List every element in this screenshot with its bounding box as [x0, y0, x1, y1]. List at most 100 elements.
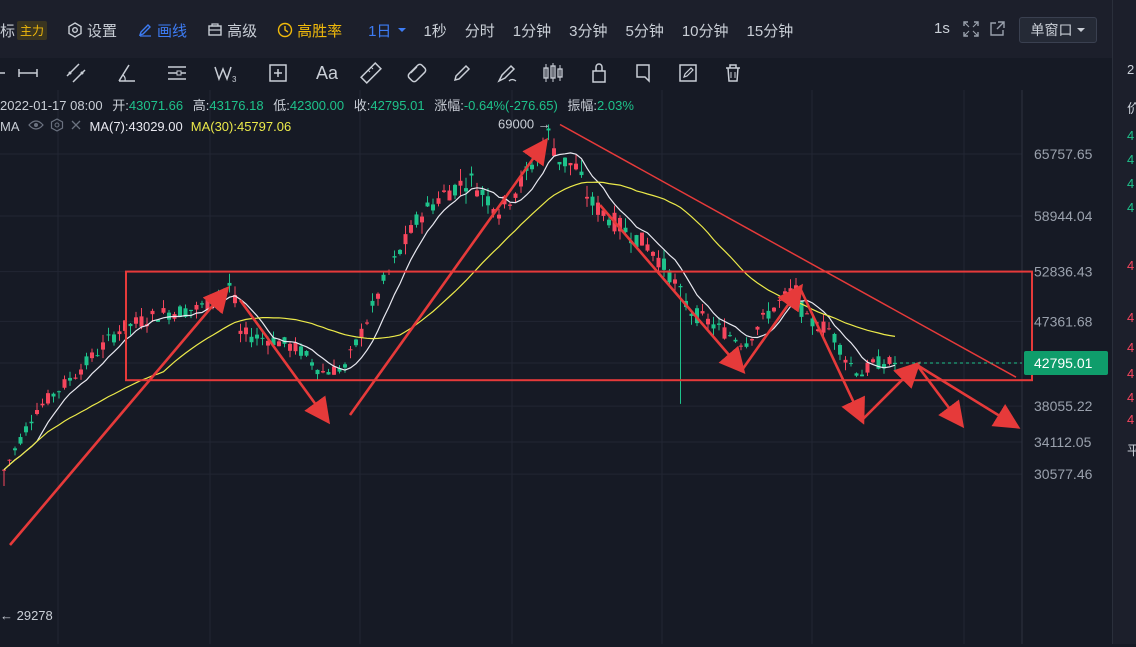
winrate-button[interactable]: 高胜率: [277, 20, 342, 41]
interval-tab-7[interactable]: 15分钟: [746, 22, 794, 40]
ma-settings-icon[interactable]: [50, 118, 64, 135]
candle: [508, 204, 512, 206]
measure-icon[interactable]: [15, 60, 41, 86]
candle: [233, 294, 237, 304]
top-toolbar: 标 主力 设置 画线 高级 高胜率 1日 1秒 分时 1分钟 3分钟 5分钟 10分钟 15分…: [0, 0, 1112, 59]
lock-icon[interactable]: [586, 60, 612, 86]
candle: [277, 341, 281, 347]
brush-icon[interactable]: [494, 60, 520, 86]
advanced-label: 高级: [227, 22, 258, 40]
wave-icon[interactable]: 3: [214, 60, 240, 86]
settings-button[interactable]: 设置: [67, 20, 117, 41]
close-label: 收:: [353, 98, 371, 113]
candle: [150, 310, 155, 315]
eraser-icon[interactable]: [404, 60, 430, 86]
candle: [739, 345, 743, 347]
candle: [266, 340, 270, 346]
candle: [7, 459, 12, 461]
high-marker: 69000 →: [498, 116, 551, 131]
candle: [458, 180, 463, 186]
arrow-annotation: [599, 204, 746, 374]
candle: [634, 235, 639, 248]
candle: [35, 410, 39, 415]
current-price-label: 42795.01: [1034, 355, 1093, 371]
winrate-label: 高胜率: [297, 22, 343, 40]
candle: [18, 437, 23, 444]
chart-canvas[interactable]: 65757.65 58944.04 52836.43 47361.68 38055.22…: [0, 90, 1110, 644]
candles-icon[interactable]: [540, 60, 566, 86]
candle: [95, 355, 100, 357]
interval-tab-2[interactable]: 分时: [464, 22, 495, 40]
angle-icon[interactable]: [114, 60, 140, 86]
candle: [282, 337, 287, 344]
toolbar-row: 标 主力 设置 画线 高级 高胜率 1日 1秒 分时 1分钟 3分钟 5分钟 10分钟 15分…: [0, 18, 811, 42]
interval-tab-1[interactable]: 1秒: [423, 22, 447, 40]
candle: [409, 225, 413, 233]
text-icon[interactable]: Aa: [315, 62, 339, 83]
amplitude-label: 振幅:: [567, 98, 598, 113]
candle: [585, 196, 589, 199]
advanced-button[interactable]: 高级: [207, 20, 257, 41]
candle: [310, 362, 314, 366]
trash-icon[interactable]: [720, 60, 746, 86]
candle: [156, 319, 160, 322]
kline-chart[interactable]: 65757.65 58944.04 52836.43 47361.68 38055.22…: [0, 90, 1110, 644]
candle: [728, 335, 732, 337]
candle: [810, 318, 815, 327]
candle: [134, 317, 138, 324]
settings-label: 设置: [87, 22, 118, 40]
candle: [205, 296, 210, 310]
y-tick-label: 34112.05: [1034, 434, 1092, 450]
trend-line-annotation: [559, 123, 1017, 378]
candle: [491, 209, 496, 214]
candle: [46, 393, 50, 404]
candle: [761, 312, 765, 315]
interval-tab-0[interactable]: 1日: [368, 22, 392, 40]
ruler-icon[interactable]: [358, 60, 384, 86]
clock-icon: [277, 22, 293, 38]
copy-icon[interactable]: [630, 60, 656, 86]
candle: [194, 304, 199, 310]
candle: [519, 176, 523, 187]
interval-tab-4[interactable]: 3分钟: [569, 22, 608, 40]
low-value: 42300.00: [289, 98, 345, 113]
fullscreen-icon[interactable]: [962, 20, 980, 41]
candle: [579, 171, 584, 176]
window-select[interactable]: 单窗口: [1019, 17, 1097, 43]
settings-icon: [68, 22, 82, 38]
interval-tab-3[interactable]: 1分钟: [512, 22, 552, 40]
candle: [112, 334, 116, 343]
draw-button[interactable]: 画线: [137, 20, 187, 41]
candle: [667, 270, 672, 283]
pen-icon[interactable]: [449, 60, 475, 86]
y-tick-label: 30577.46: [1034, 466, 1093, 482]
interval-tab-6[interactable]: 10分钟: [681, 22, 729, 40]
candle: [706, 318, 710, 325]
channel-icon[interactable]: [164, 60, 190, 86]
candle: [563, 157, 567, 167]
edit-icon[interactable]: [675, 60, 701, 86]
indicator-menu[interactable]: 标 主力: [0, 20, 48, 41]
pencil-icon: [138, 24, 152, 37]
seconds-toggle[interactable]: 1s: [934, 20, 950, 37]
arrow-annotation: [348, 137, 549, 416]
candle: [359, 328, 364, 338]
popout-icon[interactable]: [988, 20, 1006, 41]
candle: [200, 303, 204, 305]
close-icon[interactable]: [70, 119, 82, 134]
drawing-toolbar: 3 Aa: [0, 58, 1112, 90]
candle: [711, 324, 716, 329]
arrow-annotation: [861, 361, 921, 421]
panel-cell: 4: [1127, 200, 1135, 215]
candle: [2, 469, 6, 471]
interval-tab-5[interactable]: 5分钟: [625, 22, 664, 40]
horizontal-ray-icon[interactable]: [0, 60, 16, 86]
crosshair-box-icon[interactable]: [265, 60, 291, 86]
candle: [849, 363, 853, 365]
candle: [788, 288, 793, 292]
eye-icon[interactable]: [27, 119, 44, 134]
arrow-annotation: [9, 286, 230, 546]
crossed-lines-icon[interactable]: [63, 60, 89, 86]
interval-chevron-down-icon[interactable]: [397, 26, 407, 34]
candle: [381, 274, 386, 281]
